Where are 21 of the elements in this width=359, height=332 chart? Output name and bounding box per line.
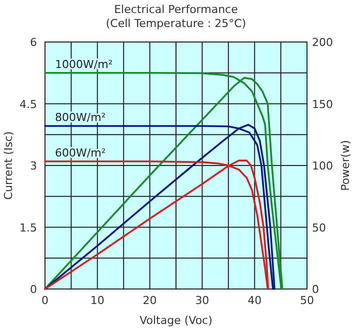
- x-tick-label: 20: [142, 294, 157, 307]
- y2-tick-label: 150: [312, 98, 333, 111]
- y-tick-label: 4.5: [20, 98, 37, 111]
- x-tick-label: 0: [42, 294, 48, 307]
- x-tick-label: 40: [248, 294, 262, 307]
- x-tick-label: 50: [300, 294, 314, 307]
- chart-title: Electrical Performance: [114, 3, 238, 16]
- y2-tick-label: 100: [312, 160, 333, 172]
- y2-tick-label: 0: [312, 283, 319, 296]
- y-axis-title: Current (Isc): [2, 131, 15, 200]
- chart-subtitle: (Cell Temperature : 25°C): [106, 17, 246, 30]
- y-tick-label: 1.5: [20, 221, 37, 234]
- x-axis-title: Voltage (Voc): [140, 314, 212, 327]
- x-tick-label: 10: [90, 294, 104, 307]
- x-tick-label: 30: [195, 294, 210, 307]
- y2-axis-title: Power(w): [339, 140, 352, 191]
- y-tick-label: 0: [30, 283, 37, 296]
- y2-tick-label: 200: [312, 36, 333, 49]
- y-tick-label: 3: [30, 160, 37, 172]
- y-tick-label: 6: [30, 36, 37, 49]
- y2-tick-label: 50: [312, 221, 326, 234]
